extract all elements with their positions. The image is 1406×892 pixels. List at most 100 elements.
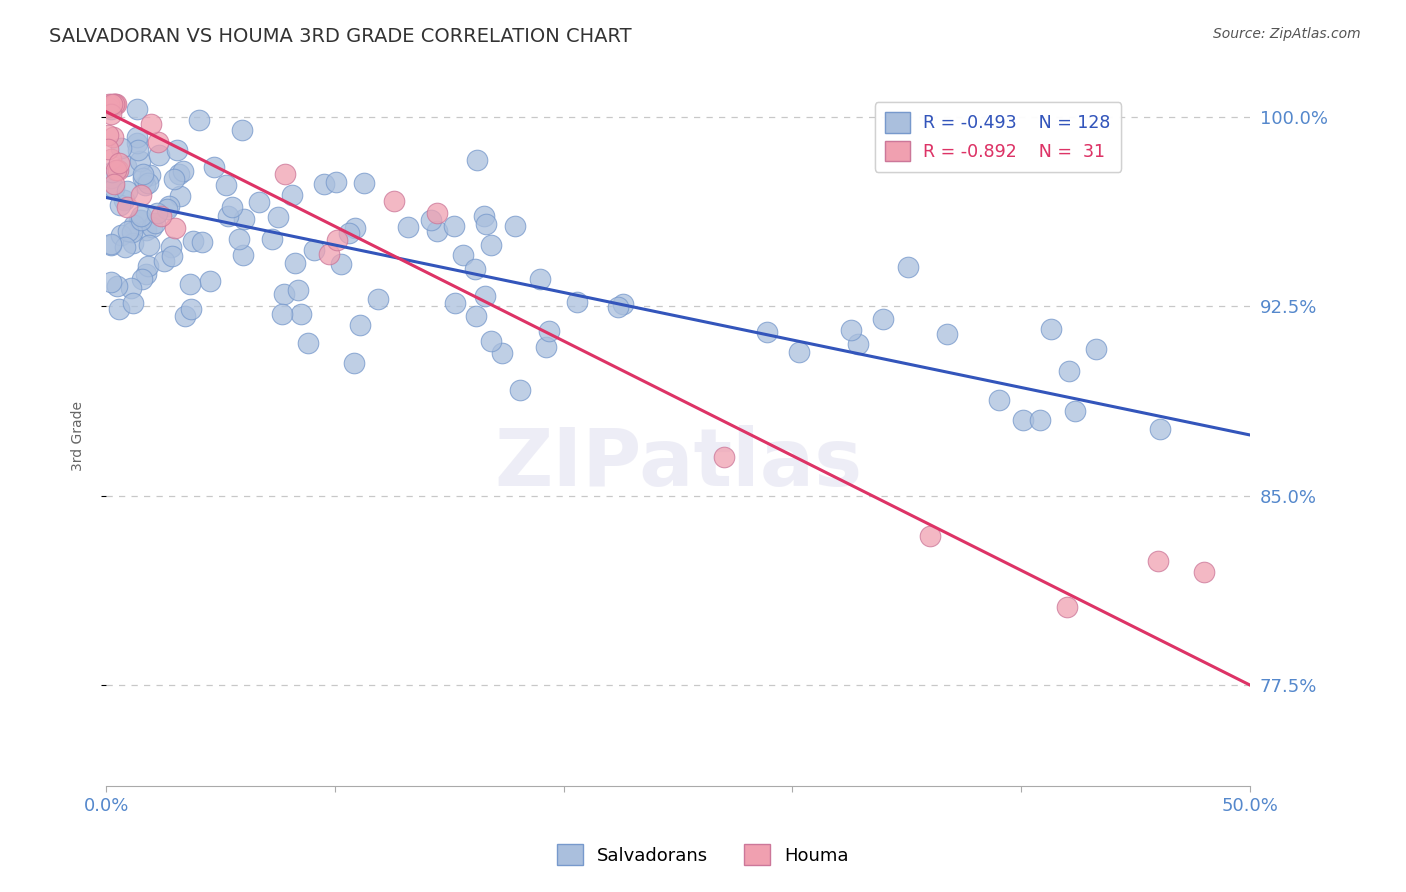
- Point: [141, 220, 163, 235]
- Point: [139, 168, 162, 182]
- Point: [1063, 404, 1085, 418]
- Point: [529, 272, 551, 286]
- Point: [134, 178, 156, 192]
- Point: [1194, 565, 1216, 579]
- Point: [567, 295, 589, 310]
- Point: [1085, 342, 1108, 356]
- Point: [509, 383, 531, 397]
- Point: [97, 128, 120, 142]
- Point: [120, 281, 142, 295]
- Point: [232, 248, 254, 262]
- Point: [146, 135, 169, 149]
- Point: [129, 154, 152, 169]
- Point: [426, 206, 449, 220]
- Point: [343, 356, 366, 370]
- Point: [167, 167, 190, 181]
- Text: SALVADORAN VS HOUMA 3RD GRADE CORRELATION CHART: SALVADORAN VS HOUMA 3RD GRADE CORRELATIO…: [49, 27, 631, 45]
- Point: [419, 213, 441, 227]
- Point: [121, 295, 143, 310]
- Point: [125, 136, 148, 150]
- Point: [266, 211, 288, 225]
- Legend: Salvadorans, Houma: Salvadorans, Houma: [550, 837, 856, 872]
- Point: [330, 257, 353, 271]
- Point: [108, 301, 131, 316]
- Point: [231, 123, 253, 137]
- Point: [467, 153, 489, 167]
- Point: [232, 211, 254, 226]
- Point: [326, 233, 349, 247]
- Point: [179, 277, 201, 291]
- Point: [110, 141, 132, 155]
- Point: [100, 236, 122, 251]
- Point: [112, 193, 135, 207]
- Point: [121, 226, 143, 240]
- Point: [115, 200, 138, 214]
- Point: [464, 261, 486, 276]
- Point: [271, 307, 294, 321]
- Point: [451, 248, 474, 262]
- Point: [129, 213, 152, 227]
- Point: [280, 188, 302, 202]
- Point: [841, 323, 863, 337]
- Point: [474, 289, 496, 303]
- Point: [290, 307, 312, 321]
- Point: [129, 188, 152, 202]
- Point: [114, 159, 136, 173]
- Point: [97, 100, 120, 114]
- Point: [534, 340, 557, 354]
- Point: [475, 217, 498, 231]
- Point: [217, 210, 239, 224]
- Text: Source: ZipAtlas.com: Source: ZipAtlas.com: [1213, 27, 1361, 41]
- Point: [135, 222, 157, 236]
- Point: [465, 309, 488, 323]
- Point: [1012, 413, 1035, 427]
- Point: [479, 334, 502, 348]
- Point: [135, 268, 157, 282]
- Point: [104, 97, 127, 112]
- Point: [935, 327, 957, 342]
- Point: [110, 227, 132, 242]
- Point: [274, 167, 297, 181]
- Legend: R = -0.493    N = 128, R = -0.892    N =  31: R = -0.493 N = 128, R = -0.892 N = 31: [875, 102, 1121, 171]
- Point: [114, 240, 136, 254]
- Point: [100, 275, 122, 289]
- Point: [131, 272, 153, 286]
- Point: [343, 220, 366, 235]
- Point: [101, 130, 124, 145]
- Point: [443, 295, 465, 310]
- Point: [872, 312, 894, 326]
- Point: [260, 232, 283, 246]
- Point: [127, 130, 149, 145]
- Point: [138, 238, 160, 252]
- Point: [138, 259, 160, 273]
- Point: [156, 202, 179, 217]
- Point: [174, 309, 197, 323]
- Point: [157, 199, 180, 213]
- Point: [297, 335, 319, 350]
- Point: [1039, 321, 1062, 335]
- Point: [247, 195, 270, 210]
- Point: [426, 224, 449, 238]
- Point: [612, 296, 634, 310]
- Point: [367, 292, 389, 306]
- Point: [132, 170, 155, 185]
- Point: [108, 156, 131, 170]
- Point: [202, 160, 225, 174]
- Point: [503, 219, 526, 233]
- Point: [755, 326, 778, 340]
- Point: [538, 324, 561, 338]
- Point: [160, 249, 183, 263]
- Y-axis label: 3rd Grade: 3rd Grade: [72, 401, 86, 471]
- Point: [100, 238, 122, 252]
- Point: [188, 112, 211, 127]
- Point: [105, 162, 128, 177]
- Point: [474, 209, 496, 223]
- Point: [169, 189, 191, 203]
- Point: [152, 254, 174, 268]
- Point: [138, 177, 160, 191]
- Point: [163, 221, 186, 235]
- Point: [221, 200, 243, 214]
- Point: [180, 301, 202, 316]
- Point: [160, 240, 183, 254]
- Point: [100, 152, 122, 166]
